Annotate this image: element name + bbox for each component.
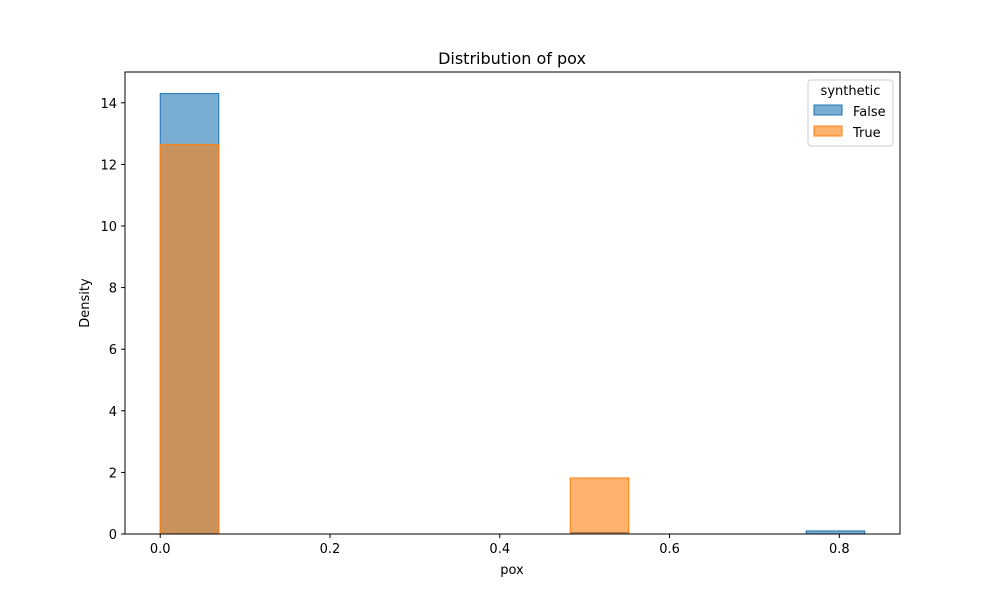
y-tick-label: 10	[100, 220, 117, 235]
y-tick-label: 2	[109, 466, 117, 481]
legend-swatch-false	[813, 104, 843, 116]
y-tick-label: 14	[100, 97, 117, 112]
x-axis-label: pox	[500, 563, 524, 578]
y-tick-label: 8	[109, 282, 117, 297]
x-axis-ticks: 0.0 0.2 0.4 0.6 0.8	[150, 534, 850, 557]
chart-title: Distribution of pox	[438, 49, 586, 68]
x-tick-label: 0.2	[320, 542, 341, 557]
legend-label-true: True	[852, 126, 881, 141]
y-tick-label: 0	[109, 528, 117, 543]
legend-swatch-true	[813, 125, 843, 137]
legend-title: synthetic	[821, 84, 881, 99]
bar-true-1	[569, 477, 630, 535]
bars-layer	[159, 93, 866, 535]
x-tick-label: 0.4	[489, 542, 510, 557]
legend: synthetic False True	[807, 79, 894, 147]
bar-true-0	[159, 143, 220, 535]
x-tick-label: 0.0	[150, 542, 171, 557]
y-tick-label: 4	[109, 405, 117, 420]
plot-frame	[124, 71, 901, 535]
x-tick-label: 0.8	[829, 542, 850, 557]
y-tick-label: 6	[109, 343, 117, 358]
y-axis-label: Density	[78, 278, 93, 328]
x-tick-label: 0.6	[659, 542, 680, 557]
y-tick-label: 12	[100, 158, 117, 173]
y-axis-ticks: 0 2 4 6 8 10 12 14	[100, 97, 125, 543]
legend-label-false: False	[853, 105, 886, 120]
